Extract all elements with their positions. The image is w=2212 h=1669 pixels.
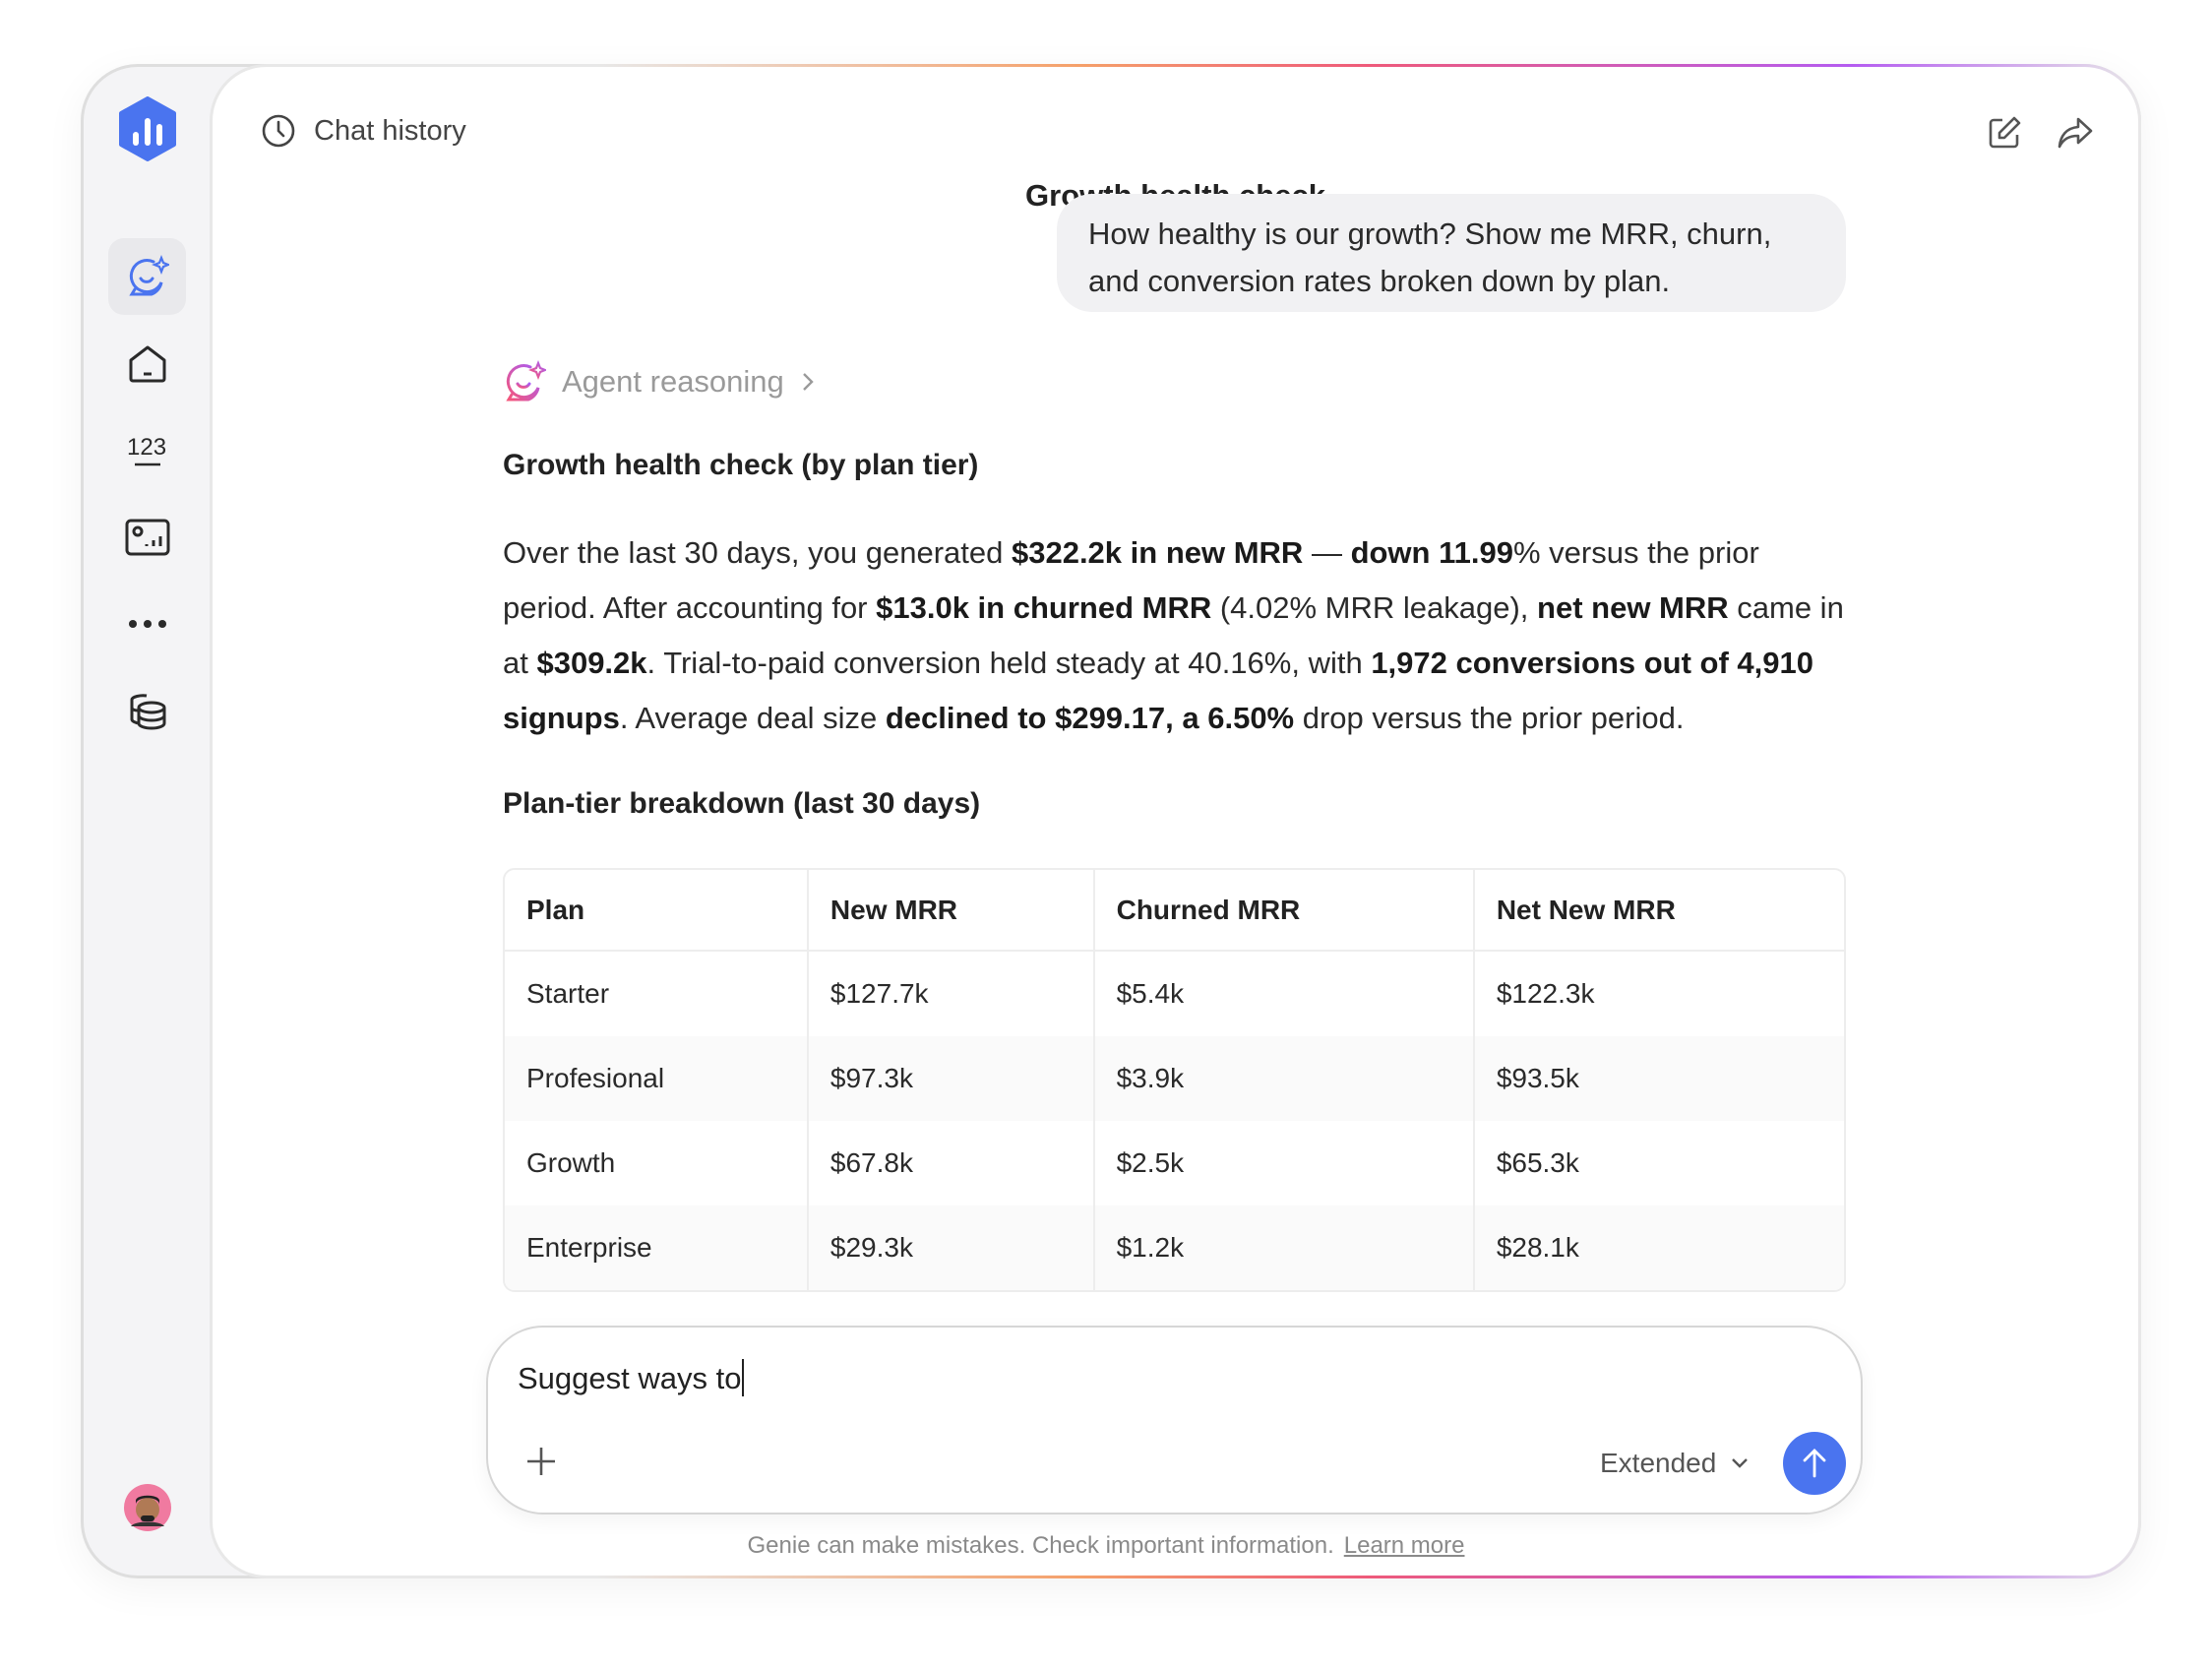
arrow-up-icon bbox=[1803, 1449, 1826, 1478]
summary-text: came in at bbox=[503, 590, 1844, 680]
share-icon bbox=[2058, 117, 2093, 149]
send-button[interactable] bbox=[1783, 1432, 1846, 1495]
mode-label: Extended bbox=[1600, 1448, 1717, 1478]
app-logo[interactable] bbox=[108, 91, 186, 167]
summary-text: drop versus the prior period. bbox=[1294, 701, 1685, 735]
new-chat-button[interactable] bbox=[1987, 115, 2022, 155]
table-heading: Plan-tier breakdown (last 30 days) bbox=[503, 787, 981, 820]
attach-button[interactable] bbox=[523, 1444, 559, 1479]
dashboard-icon bbox=[125, 519, 169, 556]
table-row: Enterprise $29.3k $1.2k $28.1k bbox=[505, 1205, 1844, 1290]
summary-text: — bbox=[1303, 535, 1351, 570]
mode-dropdown[interactable]: Extended bbox=[1600, 1448, 1750, 1479]
response-summary: Over the last 30 days, you generated $32… bbox=[503, 525, 1851, 746]
learn-more-link[interactable]: Learn more bbox=[1343, 1532, 1465, 1559]
column-header: Net New MRR bbox=[1474, 870, 1844, 952]
home-icon bbox=[129, 345, 165, 383]
chat-panel: Growth health check Chat history bbox=[210, 64, 2141, 1578]
message-input[interactable]: Suggest ways to bbox=[518, 1359, 745, 1396]
share-button[interactable] bbox=[2058, 116, 2093, 155]
disclaimer: Genie can make mistakes. Check important… bbox=[0, 1532, 2212, 1560]
table-row: Growth $67.8k $2.5k $65.3k bbox=[505, 1121, 1844, 1205]
emphasis-text: down 11.99 bbox=[1350, 535, 1513, 570]
table-cell: $29.3k bbox=[808, 1205, 1095, 1290]
summary-text: . Average deal size bbox=[619, 701, 886, 735]
plus-icon bbox=[527, 1448, 555, 1475]
edit-icon bbox=[1989, 116, 2021, 149]
table-cell: $1.2k bbox=[1094, 1205, 1475, 1290]
emphasis-text: 1,972 conversions out of 4,910 signups bbox=[503, 646, 1813, 735]
table-cell: Growth bbox=[505, 1121, 809, 1205]
sidebar-item-metrics[interactable]: 123 bbox=[108, 412, 186, 489]
chevron-right-icon bbox=[802, 373, 814, 391]
table-cell: $5.4k bbox=[1095, 952, 1475, 1036]
text-caret bbox=[742, 1359, 745, 1396]
table-cell: Starter bbox=[505, 952, 809, 1036]
column-header: Plan bbox=[505, 870, 809, 952]
table-cell: $127.7k bbox=[809, 952, 1095, 1036]
disclaimer-text: Genie can make mistakes. Check important… bbox=[747, 1532, 1334, 1559]
more-icon bbox=[128, 620, 166, 628]
table-cell: Enterprise bbox=[505, 1205, 809, 1290]
table-cell: $3.9k bbox=[1094, 1036, 1475, 1121]
table-cell: Profesional bbox=[505, 1036, 809, 1121]
summary-text: . Trial-to-paid conversion held steady a… bbox=[646, 646, 1372, 680]
sidebar-item-data[interactable] bbox=[108, 673, 186, 750]
table-cell: $67.8k bbox=[809, 1121, 1095, 1205]
table-cell: $28.1k bbox=[1474, 1205, 1844, 1290]
sidebar-item-assistant[interactable] bbox=[108, 238, 186, 315]
chat-history-button[interactable]: Chat history bbox=[261, 113, 466, 149]
sidebar-item-home[interactable] bbox=[108, 326, 186, 402]
user-message: How healthy is our growth? Show me MRR, … bbox=[1057, 194, 1846, 312]
emphasis-text: $322.2k in new MRR bbox=[1011, 535, 1304, 570]
assistant-chat-icon bbox=[128, 255, 169, 296]
chevron-down-icon bbox=[1732, 1458, 1749, 1468]
clock-icon bbox=[262, 114, 295, 148]
plan-tier-table: Plan New MRR Churned MRR Net New MRR Starte… bbox=[503, 868, 1846, 1292]
agent-reasoning-label: Agent reasoning bbox=[562, 364, 784, 399]
table-cell: $93.5k bbox=[1474, 1036, 1844, 1121]
table-cell: $97.3k bbox=[808, 1036, 1095, 1121]
svg-text:123: 123 bbox=[127, 434, 166, 461]
emphasis-text: $309.2k bbox=[536, 646, 647, 680]
table-row: Profesional $97.3k $3.9k $93.5k bbox=[505, 1036, 1844, 1121]
column-header: Churned MRR bbox=[1094, 870, 1475, 952]
assistant-chat-icon bbox=[506, 360, 546, 402]
user-avatar[interactable] bbox=[108, 1469, 186, 1546]
numbers-icon: 123 bbox=[127, 434, 166, 466]
emphasis-text: net new MRR bbox=[1537, 590, 1729, 625]
table-cell: $65.3k bbox=[1496, 1147, 1579, 1178]
sidebar-item-more[interactable] bbox=[108, 586, 186, 662]
chat-history-label: Chat history bbox=[314, 114, 466, 147]
table-row: Starter $127.7k $5.4k $122.3k bbox=[505, 952, 1844, 1036]
agent-reasoning-toggle[interactable]: Agent reasoning bbox=[503, 360, 816, 403]
emphasis-text: declined to $299.17, a 6.50% bbox=[885, 701, 1295, 735]
column-header: New MRR bbox=[808, 870, 1095, 952]
summary-text: (4.02% MRR leakage), bbox=[1211, 590, 1538, 625]
message-input-value: Suggest ways to bbox=[518, 1361, 742, 1395]
database-icon bbox=[130, 694, 165, 730]
table-cell: $122.3k bbox=[1496, 978, 1595, 1009]
summary-text: Over the last 30 days, you generated bbox=[503, 535, 1012, 570]
table-cell: $2.5k bbox=[1095, 1121, 1475, 1205]
summary-text: % versus the prior period. After account… bbox=[503, 535, 1759, 625]
message-composer[interactable]: Suggest ways to Extended bbox=[486, 1326, 1863, 1514]
emphasis-text: $13.0k in churned MRR bbox=[876, 590, 1212, 625]
response-heading: Growth health check (by plan tier) bbox=[503, 449, 979, 481]
sidebar-item-dashboards[interactable] bbox=[108, 499, 186, 576]
